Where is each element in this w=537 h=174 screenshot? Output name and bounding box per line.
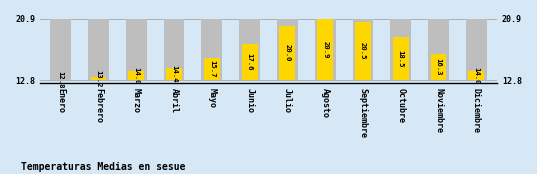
Bar xyxy=(390,19,411,80)
Bar xyxy=(277,19,298,80)
Bar xyxy=(91,77,106,80)
Text: 14.0: 14.0 xyxy=(473,67,480,84)
Text: 14.4: 14.4 xyxy=(171,65,177,83)
Bar xyxy=(239,19,260,80)
Bar xyxy=(279,26,295,80)
Bar xyxy=(353,19,373,80)
Bar xyxy=(466,19,487,80)
Text: 20.0: 20.0 xyxy=(285,44,291,62)
Text: Temperaturas Medias en sesue: Temperaturas Medias en sesue xyxy=(21,162,186,172)
Text: 20.9: 20.9 xyxy=(322,41,328,58)
Bar xyxy=(393,37,409,80)
Bar xyxy=(128,71,144,80)
Bar xyxy=(166,68,182,80)
Bar xyxy=(204,58,220,80)
Bar xyxy=(242,44,258,80)
Bar xyxy=(431,54,446,80)
Bar xyxy=(50,19,71,80)
Bar xyxy=(201,19,222,80)
Bar xyxy=(164,19,184,80)
Text: 16.3: 16.3 xyxy=(436,58,441,76)
Text: 13.2: 13.2 xyxy=(96,70,101,88)
Bar xyxy=(468,71,484,80)
Text: 12.8: 12.8 xyxy=(57,72,64,89)
Bar xyxy=(355,22,371,80)
Bar xyxy=(126,19,147,80)
Bar xyxy=(428,19,449,80)
Text: 14.0: 14.0 xyxy=(133,67,139,84)
Text: 18.5: 18.5 xyxy=(398,50,404,67)
Text: 17.6: 17.6 xyxy=(246,53,252,71)
Bar xyxy=(315,19,336,80)
Text: 15.7: 15.7 xyxy=(209,61,215,78)
Bar xyxy=(317,19,333,80)
Text: 20.5: 20.5 xyxy=(360,42,366,60)
Bar xyxy=(88,19,109,80)
